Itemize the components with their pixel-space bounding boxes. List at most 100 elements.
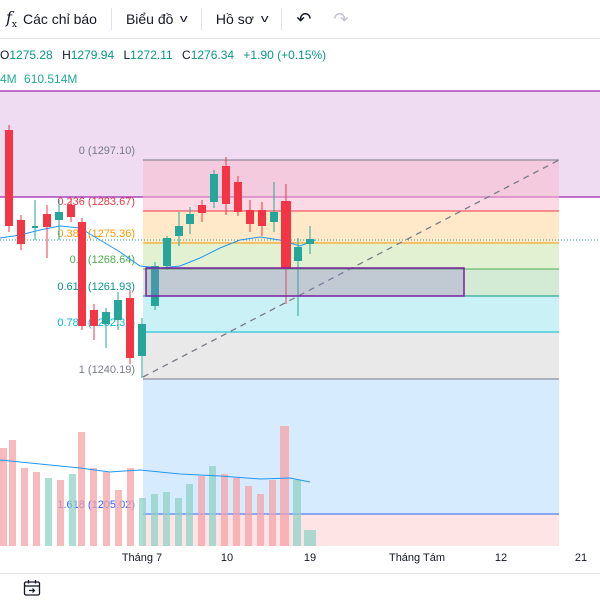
fib-zone-0618-0786 <box>143 296 559 332</box>
redo-button[interactable]: ↷ <box>327 0 354 38</box>
candle <box>138 324 146 356</box>
top-toolbar: fx Các chỉ báo Biểu đồ v Hồ sơ v ↶ ↷ <box>0 0 600 39</box>
volume-bar <box>269 480 276 546</box>
charts-dropdown[interactable]: Biểu đồ v <box>120 0 193 38</box>
candle <box>5 130 13 226</box>
toolbar-divider <box>110 8 112 30</box>
ohlc-legend: O1275.28 H1279.94 L1272.11 C1276.34 +1.9… <box>0 48 332 62</box>
close-key: C <box>182 48 191 62</box>
fib-zone-0-0236 <box>143 160 559 211</box>
indicators-label: Các chỉ báo <box>23 11 97 27</box>
volume-bar <box>21 468 28 546</box>
candle <box>210 174 218 202</box>
candle <box>151 266 159 306</box>
volume-bar <box>151 494 158 546</box>
high-value: 1279.94 <box>70 48 115 62</box>
volume-bar <box>78 432 85 546</box>
fib-zone-below <box>143 514 559 546</box>
volume-bar <box>115 490 122 546</box>
time-label-10: 10 <box>220 552 234 564</box>
high-key: H <box>62 48 71 62</box>
candle <box>306 239 314 244</box>
candle <box>43 214 51 227</box>
volume-bar <box>9 440 16 546</box>
volume-bar <box>57 480 64 546</box>
candle <box>246 210 254 224</box>
candle <box>234 182 242 212</box>
undo-icon: ↶ <box>296 8 312 29</box>
bottom-toolbar <box>0 573 600 601</box>
time-label-12: 12 <box>494 552 508 564</box>
candle <box>90 310 98 326</box>
candle <box>78 222 86 326</box>
fib-zone-0236-0382 <box>143 211 559 243</box>
volume-bar <box>69 474 76 546</box>
candle <box>55 212 63 220</box>
selected-rectangle-drawing[interactable] <box>145 267 465 297</box>
candle <box>198 205 206 213</box>
volume-bar <box>280 426 289 546</box>
function-icon: fx <box>6 7 17 31</box>
toolbar-divider <box>281 8 283 30</box>
indicators-button[interactable]: fx Các chỉ báo <box>0 0 103 38</box>
volume-bar <box>233 478 240 546</box>
volume-bar <box>186 484 193 546</box>
volume-bar <box>257 494 264 546</box>
volume-bar <box>163 492 170 546</box>
candle <box>294 247 302 261</box>
candle <box>281 201 291 269</box>
volume-bar <box>209 466 216 546</box>
candles <box>5 125 314 378</box>
open-key: O <box>0 48 10 62</box>
charts-label: Biểu đồ <box>125 11 174 27</box>
candle <box>186 214 194 224</box>
chevron-down-icon: v <box>260 13 269 25</box>
fib-zone-1-1618 <box>143 379 559 514</box>
volume-bar <box>33 472 40 546</box>
calendar-goto-icon[interactable] <box>22 578 42 598</box>
undo-button[interactable]: ↶ <box>290 0 317 38</box>
volume-bar <box>45 478 52 546</box>
close-value: 1276.34 <box>190 48 235 62</box>
chevron-down-icon: v <box>180 13 189 25</box>
time-label-august: Tháng Tám <box>388 552 446 564</box>
candle <box>67 205 75 217</box>
candle <box>102 312 110 324</box>
candle <box>114 300 122 320</box>
volume-bar <box>0 448 7 546</box>
candle <box>258 210 266 226</box>
volume-value: 4M <box>0 72 17 86</box>
volume-bar <box>139 498 146 546</box>
low-key: L <box>123 48 131 62</box>
candle <box>270 212 278 222</box>
candle <box>17 220 25 244</box>
fib-label-0: 0 (1297.10) <box>79 145 135 157</box>
volume-bar <box>103 472 110 546</box>
fib-label-0236: 0.236 (1283.67) <box>57 196 135 208</box>
fib-label-0382: 0.382 (1275.36) <box>57 228 135 240</box>
volume-ma-value: 610.514M <box>24 72 78 86</box>
time-label-19: 19 <box>303 552 317 564</box>
fib-zone-05-0618 <box>143 269 559 296</box>
fib-label-1: 1 (1240.19) <box>79 364 135 376</box>
volume-bar <box>198 476 205 546</box>
profile-dropdown[interactable]: Hồ sơ v <box>210 0 273 38</box>
fib-zone-0786-1 <box>143 332 559 379</box>
volume-bar <box>90 468 97 546</box>
low-value: 1272.11 <box>130 48 173 62</box>
price-chart[interactable]: 0 (1297.10) 0.236 (1283.67) 0.382 (1275.… <box>0 38 600 558</box>
volume-bars <box>0 426 316 546</box>
candle <box>222 166 230 204</box>
time-axis[interactable]: Tháng 7 10 19 Tháng Tám 12 21 <box>0 546 600 570</box>
volume-bar <box>293 480 301 546</box>
profile-label: Hồ sơ <box>215 11 254 27</box>
candle <box>163 238 171 266</box>
open-value: 1275.28 <box>9 48 53 62</box>
redo-icon: ↷ <box>333 8 349 29</box>
candle <box>126 298 134 358</box>
volume-ma-line <box>0 459 311 483</box>
toolbar-divider <box>200 8 202 30</box>
volume-bar <box>304 530 316 546</box>
volume-bar <box>221 474 228 546</box>
candle <box>32 226 38 228</box>
